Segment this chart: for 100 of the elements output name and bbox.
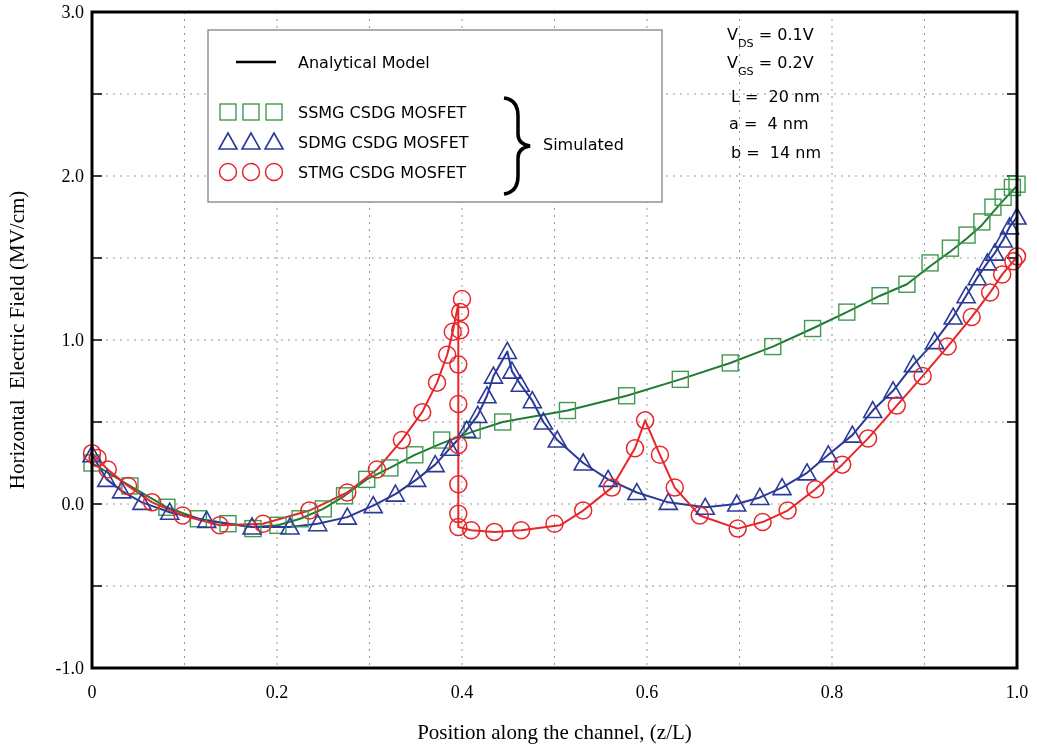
- point: [443, 322, 462, 342]
- y-tick-label: 2.0: [61, 166, 84, 187]
- point: [887, 396, 906, 415]
- point: [449, 517, 468, 537]
- point: [999, 217, 1020, 235]
- point: [803, 319, 822, 338]
- point: [158, 498, 176, 516]
- point: [558, 401, 577, 420]
- point: [427, 373, 447, 392]
- point: [510, 374, 531, 393]
- point: [467, 405, 488, 424]
- point: [462, 520, 481, 540]
- point: [189, 510, 208, 528]
- point: [300, 501, 319, 520]
- point: [921, 254, 939, 272]
- annotation: b = 14 nm: [731, 142, 821, 162]
- point: [494, 413, 512, 431]
- x-tick-label: 1.0: [1005, 682, 1029, 702]
- point: [728, 519, 747, 538]
- point: [977, 253, 998, 271]
- point: [753, 512, 772, 532]
- point: [450, 302, 470, 322]
- x-tick-label: 0: [87, 682, 97, 702]
- point: [883, 381, 903, 399]
- point: [658, 492, 679, 511]
- point: [1008, 175, 1026, 193]
- point: [772, 477, 792, 496]
- point: [838, 303, 856, 321]
- point: [750, 487, 770, 506]
- point: [573, 453, 593, 471]
- legend-label: SSMG CSDG MOSFET: [298, 102, 467, 122]
- point: [545, 514, 564, 533]
- point: [173, 506, 192, 525]
- x-tick-label: 0.6: [635, 682, 659, 702]
- point: [88, 448, 107, 468]
- point: [381, 459, 399, 477]
- point: [858, 429, 878, 448]
- point: [797, 463, 817, 481]
- point: [280, 517, 300, 535]
- point: [967, 267, 988, 286]
- annotation: a = 4 nm: [729, 113, 809, 133]
- point: [440, 438, 460, 457]
- y-tick-label: 0.0: [61, 494, 84, 515]
- point: [818, 445, 839, 463]
- point: [450, 320, 470, 340]
- point: [958, 226, 976, 244]
- point: [307, 513, 328, 532]
- point: [598, 469, 618, 488]
- point: [449, 504, 468, 524]
- point: [903, 354, 924, 373]
- point: [335, 487, 354, 505]
- annotation: L = 20 nm: [731, 86, 820, 106]
- point: [625, 438, 645, 458]
- legend-label: SDMG CSDG MOSFET: [298, 132, 469, 152]
- point: [291, 510, 309, 528]
- point: [159, 502, 180, 520]
- point: [98, 460, 117, 479]
- annotation: V$_{GS}$ = 0.2V: [727, 52, 814, 78]
- point: [456, 420, 477, 438]
- point: [898, 275, 916, 293]
- point: [635, 411, 655, 430]
- point: [196, 510, 217, 529]
- point: [617, 387, 636, 405]
- point: [367, 460, 387, 479]
- point: [497, 341, 518, 360]
- point: [778, 501, 797, 520]
- point: [452, 289, 472, 309]
- point: [97, 469, 117, 488]
- point: [956, 285, 976, 304]
- point: [993, 230, 1013, 248]
- point: [269, 516, 287, 535]
- point: [984, 198, 1002, 216]
- point: [913, 366, 932, 386]
- point: [132, 492, 152, 511]
- point: [363, 495, 383, 514]
- point: [483, 366, 504, 384]
- point: [721, 354, 739, 372]
- point: [938, 337, 957, 356]
- point: [385, 484, 406, 502]
- point: [522, 390, 543, 409]
- point: [941, 239, 960, 257]
- point: [980, 283, 1000, 302]
- point: [406, 446, 424, 464]
- point: [764, 337, 782, 356]
- y-tick-label: 1.0: [61, 330, 84, 351]
- point: [871, 287, 889, 305]
- point: [650, 445, 670, 465]
- legend-label: STMG CSDG MOSFET: [298, 162, 467, 182]
- point: [210, 516, 229, 535]
- y-tick-label: -1.0: [55, 658, 84, 679]
- annotation: Simulated: [543, 134, 624, 154]
- point: [533, 412, 554, 430]
- point: [602, 478, 622, 497]
- annotation: V$_{DS}$ = 0.1V: [727, 24, 814, 50]
- point: [406, 469, 427, 488]
- point: [142, 493, 162, 512]
- point: [671, 370, 689, 389]
- point: [432, 431, 451, 449]
- point: [412, 402, 432, 422]
- point: [485, 522, 504, 542]
